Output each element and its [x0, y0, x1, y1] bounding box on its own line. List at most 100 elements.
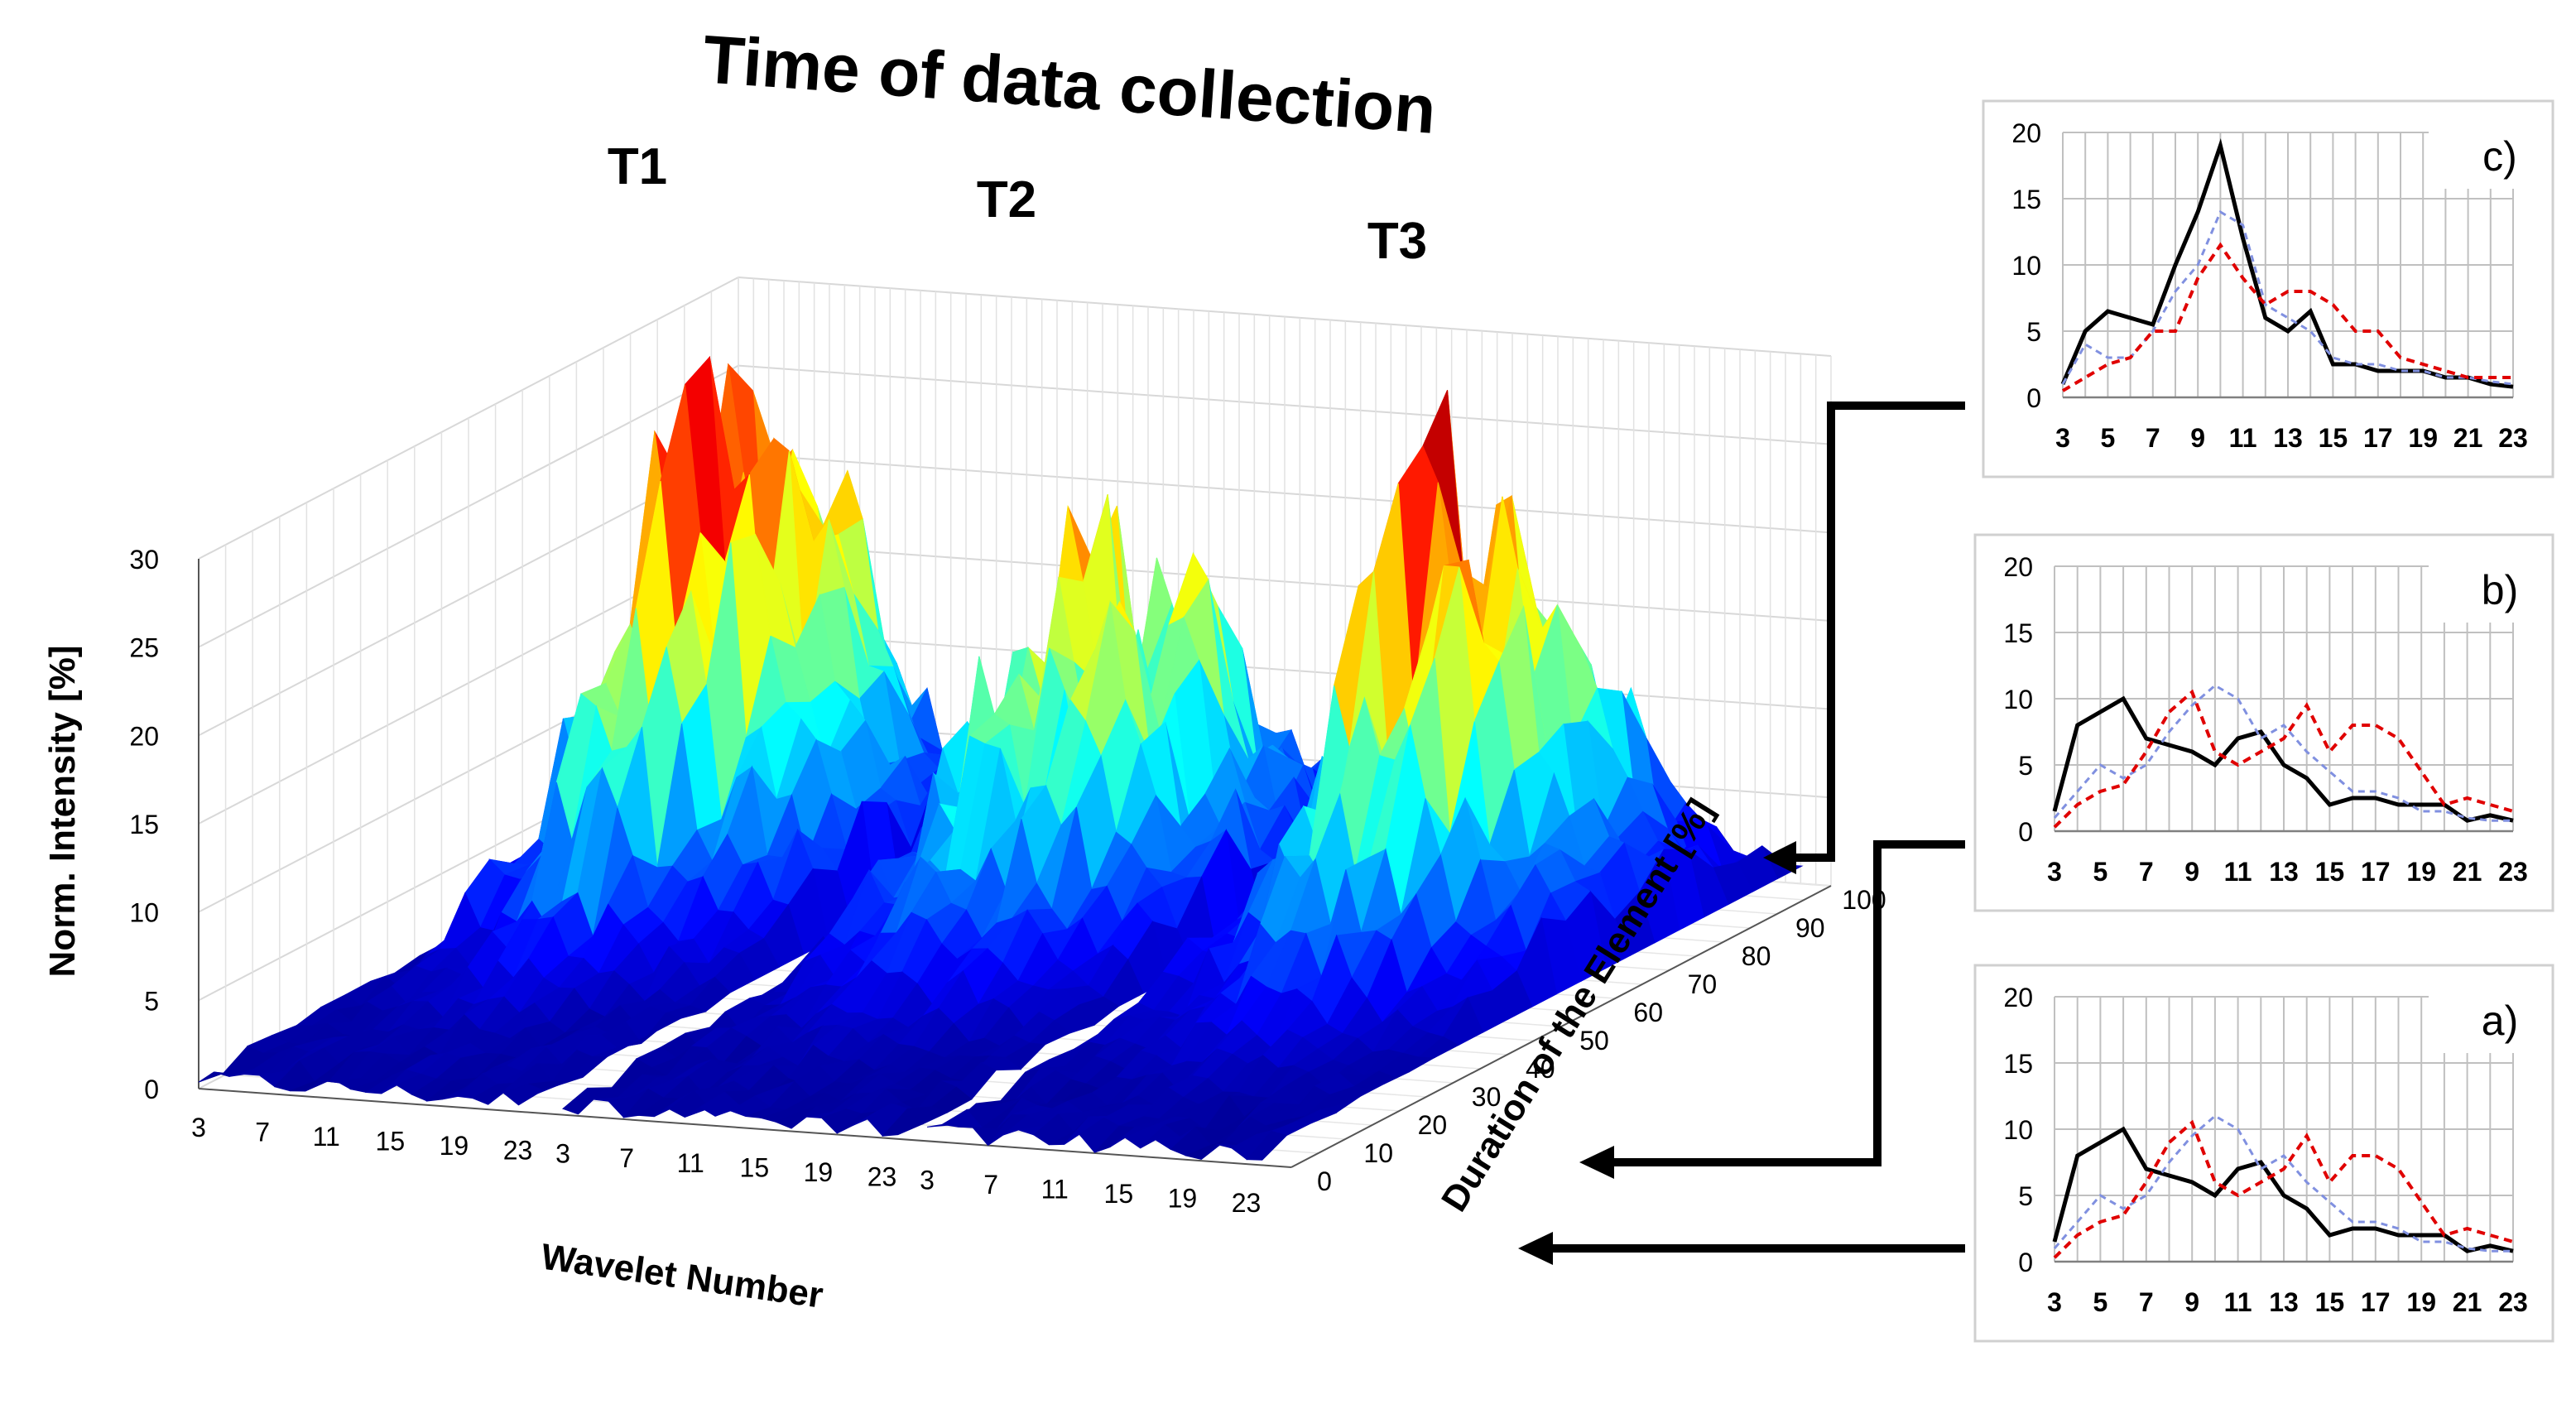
panel-x-tick-label: 9 [2184, 857, 2199, 887]
panel-x-tick-label: 21 [2453, 1287, 2482, 1317]
panel-x-tick-label: 3 [2047, 857, 2062, 887]
panel-a: 0 5 10 15 20 3 5 7 9 11 13 15 17 19 21 23 a) [1973, 964, 2554, 1343]
panel-x-tick-label: 15 [2315, 857, 2345, 887]
surface-block [198, 355, 1074, 1106]
panel-x-tick-label: 3 [2055, 423, 2070, 453]
panel-x-tick-label: 3 [2047, 1287, 2062, 1317]
panel-y-tick-label: 5 [2018, 751, 2033, 781]
z-tick-label: 5 [144, 986, 159, 1016]
y-tick-label: 0 [1317, 1166, 1332, 1196]
y-tick-label: 50 [1579, 1026, 1609, 1056]
panel-y-tick-label: 10 [2011, 251, 2041, 281]
surface-facet [1246, 1130, 1288, 1161]
panel-series-line [2053, 1119, 2514, 1259]
arrow-head-a [1518, 1232, 1553, 1265]
panel-x-tick-label: 9 [2184, 1287, 2199, 1317]
x-axis-label: Wavelet Number [539, 1237, 826, 1316]
connector-c [1788, 402, 1965, 862]
connector-b [1609, 840, 1965, 1166]
panel-x-tick-label: 19 [2406, 1287, 2436, 1317]
y-tick-label: 30 [1472, 1082, 1502, 1112]
panel-x-tick-label: 23 [2498, 1287, 2528, 1317]
x-tick-label: 19 [1168, 1184, 1198, 1214]
panel-y-tick-label: 15 [2011, 185, 2041, 214]
z-tick-label: 10 [129, 898, 159, 928]
z-tick-label: 20 [129, 721, 159, 751]
z-tick-label: 15 [129, 810, 159, 839]
z-tick-label: 0 [144, 1075, 159, 1104]
block-label-t2: T2 [977, 171, 1036, 228]
surface-block [562, 494, 1439, 1137]
panel-x-tick-label: 11 [2224, 857, 2252, 887]
panel-letter: c) [2482, 133, 2517, 180]
panel-series-line [2052, 1126, 2514, 1253]
surface-block [926, 390, 1804, 1161]
panel-x-tick-label: 21 [2453, 423, 2483, 453]
panel-y-tick-label: 5 [2018, 1181, 2033, 1211]
panel-series-line [2053, 684, 2513, 822]
panel-x-tick-label: 11 [2229, 423, 2257, 453]
panel-y-tick-label: 5 [2026, 317, 2041, 347]
panel-letter: a) [2482, 998, 2518, 1044]
y-tick-label: 10 [1363, 1138, 1393, 1168]
panel-x-tick-label: 15 [2315, 1287, 2345, 1317]
panel-x-tick-label: 7 [2139, 1287, 2154, 1317]
x-tick-label: 7 [983, 1170, 998, 1200]
panel-y-tick-label: 10 [2003, 1115, 2033, 1145]
x-tick-label: 23 [867, 1161, 897, 1191]
x-tick-label: 15 [376, 1127, 406, 1157]
x-tick-label: 23 [503, 1136, 533, 1166]
x-tick-label: 15 [1104, 1179, 1134, 1209]
panel-x-tick-label: 19 [2408, 423, 2438, 453]
panel-x-tick-label: 19 [2406, 857, 2436, 887]
axis-line [198, 1088, 1292, 1168]
y-tick-label: 60 [1633, 998, 1663, 1027]
axis-line [1290, 885, 1832, 1168]
panel-x-tick-label: 9 [2190, 423, 2205, 453]
surface-facet [518, 1084, 559, 1106]
y-tick-label: 90 [1795, 913, 1825, 943]
x-tick-label: 19 [440, 1131, 469, 1161]
x-tick-label: 7 [255, 1118, 270, 1147]
y-tick-label: 40 [1526, 1054, 1555, 1084]
panel-x-tick-label: 13 [2269, 1287, 2299, 1317]
block-label-t3: T3 [1367, 213, 1427, 270]
panel-x-tick-label: 21 [2453, 857, 2482, 887]
surface-facet [882, 1108, 924, 1137]
panel-y-tick-label: 20 [2003, 552, 2033, 582]
x-tick-label: 11 [313, 1122, 340, 1152]
panel-x-tick-label: 17 [2361, 857, 2391, 887]
z-tick-label: 25 [129, 633, 159, 663]
panel-series-line [2053, 1114, 2513, 1253]
connector-arrows [1518, 402, 1965, 1265]
surface-data [198, 355, 1804, 1161]
panel-x-tick-label: 7 [2146, 423, 2160, 453]
x-tick-label: 15 [740, 1152, 770, 1182]
panel-x-tick-label: 13 [2269, 857, 2299, 887]
y-tick-label: 70 [1688, 969, 1718, 999]
panel-x-tick-label: 11 [2224, 1287, 2252, 1317]
panel-y-tick-label: 15 [2003, 618, 2033, 648]
x-tick-label: 11 [677, 1148, 704, 1178]
panel-y-tick-label: 0 [2026, 383, 2041, 413]
panel-y-tick-label: 10 [2003, 685, 2033, 714]
panel-x-tick-label: 7 [2139, 857, 2154, 887]
panel-y-tick-label: 0 [2018, 1248, 2033, 1277]
x-tick-label: 3 [920, 1165, 935, 1195]
panel-letter-bg [2429, 551, 2520, 623]
panel-series-line [2052, 695, 2514, 823]
panel-x-tick-label: 17 [2361, 1287, 2391, 1317]
block-label-t1: T1 [608, 138, 667, 195]
panel-series-line [2053, 689, 2514, 829]
panel-x-tick-label: 17 [2363, 423, 2393, 453]
panel-x-tick-label: 13 [2273, 423, 2303, 453]
panel-x-tick-label: 15 [2319, 423, 2348, 453]
x-tick-label: 11 [1041, 1174, 1069, 1204]
arrow-head-b [1579, 1146, 1614, 1179]
panel-letter: b) [2482, 567, 2518, 613]
surface-chart: 0 5 10 15 20 25 30 3 7 11 15 19 23 3 7 11 15 19 23 3 7 11 15 19… [42, 22, 1886, 1316]
panel-x-tick-label: 23 [2498, 857, 2528, 887]
z-tick-label: 30 [129, 545, 159, 575]
